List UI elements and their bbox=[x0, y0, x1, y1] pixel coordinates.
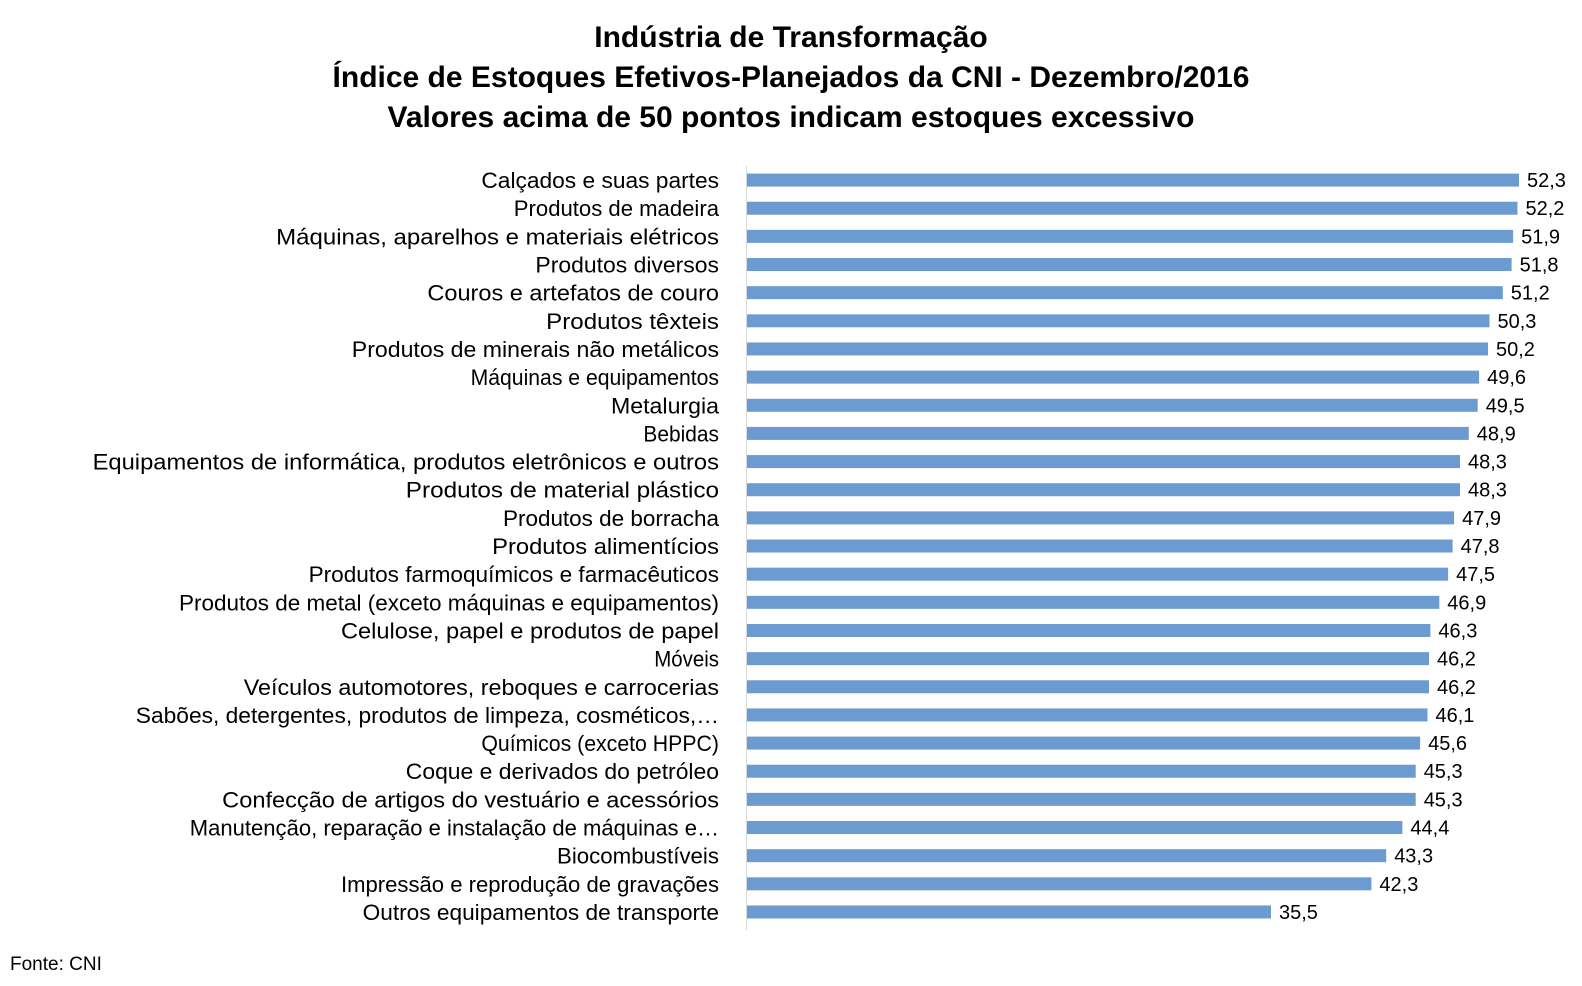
data-label: 45,3 bbox=[1424, 789, 1463, 811]
bar bbox=[747, 680, 1429, 694]
data-label: 51,9 bbox=[1521, 226, 1560, 248]
category-label: Produtos diversos bbox=[535, 253, 719, 278]
bar bbox=[747, 652, 1429, 666]
bar bbox=[747, 905, 1271, 919]
data-label: 47,8 bbox=[1461, 536, 1500, 558]
data-label: 50,3 bbox=[1498, 311, 1537, 333]
bar bbox=[747, 708, 1428, 722]
category-label: Equipamentos de informática, produtos el… bbox=[93, 450, 719, 475]
data-label: 46,3 bbox=[1438, 620, 1477, 642]
category-label: Calçados e suas partes bbox=[481, 168, 719, 193]
data-label: 45,3 bbox=[1424, 761, 1463, 783]
category-label: Metalurgia bbox=[611, 393, 720, 418]
bar bbox=[747, 483, 1460, 497]
category-label: Produtos farmoquímicos e farmacêuticos bbox=[309, 562, 719, 587]
bar bbox=[747, 877, 1372, 891]
category-label: Produtos de borracha bbox=[503, 506, 720, 531]
category-label: Celulose, papel e produtos de papel bbox=[341, 618, 719, 643]
bar bbox=[747, 173, 1519, 187]
value-labels: 52,3 52,2 51,9 51,8 51,2 50,3 50,2 49,6 49,5 48,9… bbox=[1279, 170, 1566, 924]
bar bbox=[747, 455, 1460, 469]
bar bbox=[747, 764, 1416, 778]
data-label: 46,2 bbox=[1437, 649, 1476, 671]
data-label: 52,3 bbox=[1527, 170, 1566, 192]
data-label: 47,9 bbox=[1462, 508, 1501, 530]
data-label: 49,5 bbox=[1486, 395, 1525, 417]
bar bbox=[747, 792, 1416, 806]
data-label: 48,3 bbox=[1468, 452, 1507, 474]
category-label: Confecção de artigos do vestuário e aces… bbox=[222, 787, 719, 812]
title-line-3: Valores acima de 50 pontos indicam estoq… bbox=[387, 101, 1195, 134]
data-label: 46,9 bbox=[1447, 592, 1486, 614]
bar bbox=[747, 426, 1469, 440]
category-label: Couros e artefatos de couro bbox=[427, 281, 719, 306]
data-label: 43,3 bbox=[1394, 846, 1433, 868]
bar bbox=[747, 398, 1478, 412]
category-label: Veículos automotores, reboques e carroce… bbox=[244, 675, 719, 700]
bar bbox=[747, 201, 1518, 215]
bars bbox=[747, 173, 1519, 919]
category-label: Produtos de material plástico bbox=[406, 478, 719, 503]
bar bbox=[747, 623, 1431, 637]
data-label: 52,2 bbox=[1526, 198, 1565, 220]
category-label: Químicos (exceto HPPC) bbox=[481, 731, 719, 756]
bar bbox=[747, 736, 1421, 750]
data-label: 35,5 bbox=[1279, 902, 1318, 924]
category-label: Produtos de metal (exceto máquinas e equ… bbox=[179, 590, 719, 615]
category-label: Sabões, detergentes, produtos de limpeza… bbox=[136, 703, 719, 728]
data-label: 51,8 bbox=[1520, 255, 1559, 277]
bar bbox=[747, 314, 1490, 328]
data-label: 48,9 bbox=[1477, 423, 1516, 445]
category-label: Outros equipamentos de transporte bbox=[363, 900, 719, 925]
title-line-1: Indústria de Transformação bbox=[594, 21, 988, 54]
data-label: 44,4 bbox=[1410, 818, 1449, 840]
bar bbox=[747, 595, 1440, 609]
category-label: Máquinas e equipamentos bbox=[471, 365, 719, 390]
bar bbox=[747, 229, 1514, 243]
data-label: 51,2 bbox=[1511, 283, 1550, 305]
category-label: Biocombustíveis bbox=[557, 844, 719, 869]
category-label: Manutenção, reparação e instalação de má… bbox=[190, 816, 719, 841]
title-line-2: Índice de Estoques Efetivos-Planejados d… bbox=[332, 61, 1250, 94]
bar bbox=[747, 286, 1503, 300]
bar bbox=[747, 511, 1455, 525]
category-label: Produtos alimentícios bbox=[492, 534, 719, 559]
data-label: 45,6 bbox=[1428, 733, 1467, 755]
chart-title: Indústria de Transformação Índice de Est… bbox=[0, 18, 1582, 138]
category-label: Impressão e reprodução de gravações bbox=[341, 872, 719, 897]
category-label: Produtos de madeira bbox=[514, 196, 720, 221]
data-label: 46,2 bbox=[1437, 677, 1476, 699]
category-label: Bebidas bbox=[643, 421, 719, 446]
bar bbox=[747, 539, 1453, 553]
data-label: 50,2 bbox=[1496, 339, 1535, 361]
bar bbox=[747, 342, 1488, 356]
category-label: Produtos têxteis bbox=[546, 309, 719, 334]
data-label: 48,3 bbox=[1468, 480, 1507, 502]
category-label: Coque e derivados do petróleo bbox=[406, 759, 719, 784]
bar bbox=[747, 258, 1512, 272]
bar bbox=[747, 849, 1387, 863]
category-label: Máquinas, aparelhos e materiais elétrico… bbox=[276, 224, 719, 249]
data-label: 49,6 bbox=[1487, 367, 1526, 389]
data-label: 46,1 bbox=[1436, 705, 1475, 727]
category-labels: Calçados e suas partes Produtos de madeir… bbox=[93, 168, 720, 925]
category-label: Móveis bbox=[654, 647, 719, 672]
data-label: 47,5 bbox=[1456, 564, 1495, 586]
bar bbox=[747, 821, 1403, 835]
category-label: Produtos de minerais não metálicos bbox=[352, 337, 719, 362]
bar bbox=[747, 370, 1480, 384]
source-note: Fonte: CNI bbox=[10, 954, 102, 975]
data-label: 42,3 bbox=[1379, 874, 1418, 896]
bar bbox=[747, 567, 1449, 581]
